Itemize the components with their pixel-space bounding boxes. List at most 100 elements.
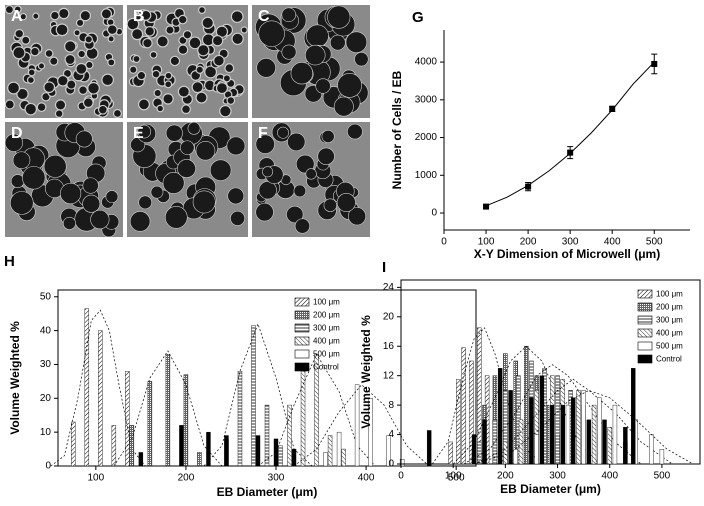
x-axis-label: EB Diameter (μm) [217, 485, 318, 499]
y-axis-label: Volume Weighted % [8, 321, 22, 435]
panel-label: F [258, 125, 268, 142]
x-tick-label: 100 [478, 237, 495, 248]
bar [197, 452, 202, 467]
embryoid-body [24, 102, 38, 116]
bar [508, 390, 513, 465]
micrographs: A B C D E F [4, 5, 370, 238]
legend-label: 100 μm [656, 290, 683, 299]
embryoid-body [315, 78, 331, 94]
embryoid-body [255, 202, 274, 222]
bar [300, 371, 306, 467]
bar [524, 346, 529, 465]
bar [597, 397, 602, 465]
bar [264, 404, 270, 467]
y-tick-label: 0 [388, 459, 394, 470]
bar [71, 421, 76, 467]
y-tick-label: 20 [383, 311, 395, 322]
embryoid-body [112, 108, 123, 118]
y-tick-label: 0 [431, 208, 437, 219]
embryoid-body [337, 73, 362, 98]
legend-swatch [637, 289, 653, 299]
embryoid-body [219, 104, 232, 118]
bar [84, 308, 90, 467]
embryoid-body [345, 31, 368, 53]
embryoid-body [153, 88, 162, 98]
bar [125, 371, 130, 467]
embryoid-body [4, 5, 14, 15]
bar [237, 371, 243, 467]
bar [179, 425, 184, 467]
embryoid-body [12, 46, 26, 60]
embryoid-body [354, 52, 369, 67]
embryoid-body [290, 62, 313, 85]
x-tick-label: 500 [646, 237, 663, 248]
embryoid-body [136, 70, 147, 81]
bar [278, 445, 283, 467]
bar [586, 419, 592, 465]
legend-swatch [637, 328, 653, 338]
embryoid-body [107, 58, 116, 67]
panel-label: E [133, 125, 144, 142]
legend-label: Control [656, 355, 682, 364]
embryoid-body [224, 63, 235, 74]
legend-swatch [637, 341, 653, 351]
embryoid-body [182, 30, 193, 40]
bar [147, 381, 153, 467]
embryoid-body [323, 198, 337, 212]
bar [98, 330, 103, 467]
y-axis-label: Volume Weighted % [359, 315, 373, 429]
legend-swatch [294, 323, 310, 333]
embryoid-body [195, 141, 216, 161]
embryoid-body [30, 46, 40, 57]
embryoid-body [256, 58, 276, 78]
x-tick-label: 500 [654, 471, 671, 482]
embryoid-body [19, 12, 28, 21]
embryoid-body [131, 28, 144, 41]
embryoid-body [16, 87, 29, 101]
embryoid-body [150, 185, 164, 199]
embryoid-body [226, 136, 246, 156]
legend-label: 300 μm [656, 316, 683, 325]
embryoid-body [180, 140, 195, 155]
embryoid-body [64, 40, 77, 53]
embryoid-body [231, 32, 244, 46]
legend-swatch [637, 302, 653, 312]
embryoid-body [105, 190, 119, 204]
bar [513, 449, 518, 465]
embryoid-body [306, 24, 329, 48]
fit-curve [452, 345, 600, 465]
bar [560, 404, 565, 465]
bar [477, 441, 482, 465]
embryoid-body [255, 134, 275, 154]
bar [659, 449, 665, 465]
embryoid-body [209, 159, 232, 181]
embryoid-body [142, 37, 153, 49]
bar [649, 434, 654, 465]
embryoid-body [144, 26, 156, 37]
x-tick-label: 200 [520, 237, 537, 248]
legend-swatch [294, 310, 310, 320]
bar [591, 404, 597, 465]
bar [461, 347, 466, 465]
bar [354, 384, 360, 467]
legend-swatch [294, 297, 310, 307]
embryoid-body [73, 29, 81, 37]
bar [368, 398, 373, 467]
legend-swatch [637, 354, 653, 364]
embryoid-body [177, 44, 189, 55]
bar [482, 419, 487, 465]
embryoid-body [32, 12, 40, 20]
embryoid-body [138, 195, 153, 210]
y-tick-label: 12 [383, 370, 395, 381]
x-axis-label: EB Diameter (μm) [500, 482, 601, 496]
point [483, 203, 490, 210]
embryoid-body [213, 54, 225, 67]
embryoid-body [64, 53, 76, 66]
x-tick-label: 200 [497, 471, 514, 482]
bar [426, 430, 432, 467]
bar [456, 379, 461, 465]
embryoid-body [21, 35, 31, 45]
embryoid-body [165, 25, 175, 35]
bar [251, 325, 256, 467]
